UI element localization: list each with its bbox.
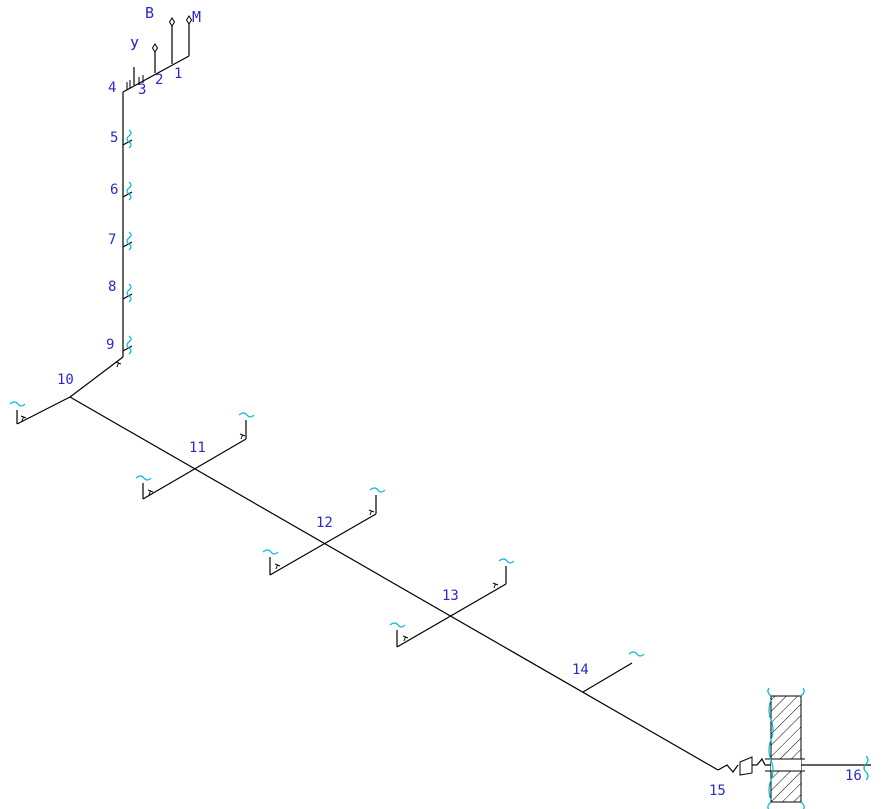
node-label-14: 14	[572, 662, 589, 678]
node-label-6: 6	[110, 182, 118, 198]
branch-8	[122, 283, 133, 303]
node-label-9: 9	[106, 337, 114, 353]
node-label-13: 13	[442, 588, 459, 604]
node-label-16: 16	[845, 768, 862, 784]
node-label-12: 12	[316, 515, 333, 531]
node-label-11: 11	[189, 440, 206, 456]
node-label-2: 2	[155, 72, 163, 88]
riser-label-m: М	[192, 8, 201, 26]
branch-6	[122, 181, 133, 201]
node-label-8: 8	[108, 279, 116, 295]
branch-11	[135, 412, 255, 500]
node-label-7: 7	[108, 232, 116, 248]
node-label-4: 4	[108, 80, 116, 96]
branch-12	[262, 487, 386, 576]
wall-section	[767, 687, 805, 809]
branch-7	[122, 231, 133, 251]
branch-13	[389, 558, 515, 648]
node-label-1: 1	[174, 66, 182, 82]
main-line	[9, 396, 719, 771]
branch-5	[122, 129, 133, 149]
riser-branches	[122, 129, 133, 355]
node-label-5: 5	[110, 130, 118, 146]
branch-9	[122, 335, 133, 355]
main-riser	[69, 92, 124, 398]
riser-label-u: У	[130, 36, 139, 54]
node-label-3: 3	[138, 82, 146, 98]
branch-14	[582, 651, 645, 693]
node-label-10: 10	[57, 372, 74, 388]
riser-label-v: В	[145, 4, 154, 22]
node-label-15: 15	[709, 783, 726, 799]
top-risers	[122, 15, 193, 93]
